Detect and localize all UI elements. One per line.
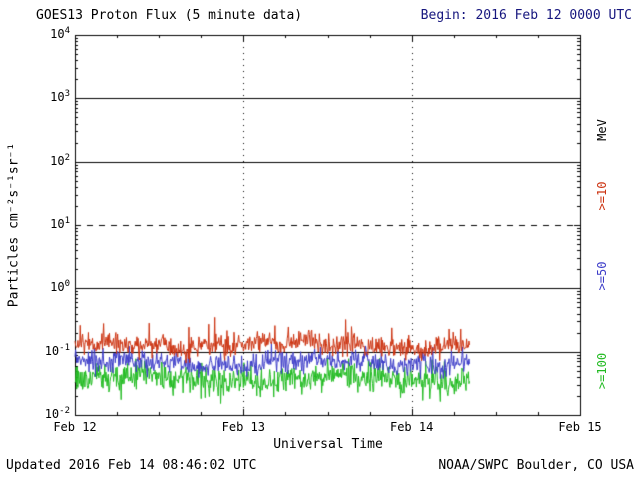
energy-label-100: >=100	[595, 352, 609, 390]
y-tick-label: 101	[50, 216, 70, 232]
y-tick-label: 102	[50, 152, 70, 168]
x-tick-label: Feb 12	[53, 420, 97, 434]
x-axis-label: Universal Time	[273, 437, 383, 452]
x-tick-label: Feb 13	[221, 420, 265, 434]
updated-timestamp: Updated 2016 Feb 14 08:46:02 UTC	[6, 458, 257, 473]
y-tick-label: 100	[50, 279, 70, 295]
y-tick-label: 104	[50, 26, 70, 42]
y-tick-label: 10-2	[44, 406, 70, 422]
chart-title: GOES13 Proton Flux (5 minute data)	[36, 8, 303, 23]
x-tick-label: Feb 14	[389, 420, 434, 434]
energy-label-10: >=10	[595, 181, 609, 211]
energy-label-MeV: MeV	[595, 119, 609, 141]
energy-label-50: >=50	[595, 261, 609, 291]
source-credit: NOAA/SWPC Boulder, CO USA	[438, 458, 634, 473]
x-tick-label: Feb 15	[558, 420, 602, 434]
begin-timestamp: Begin: 2016 Feb 12 0000 UTC	[420, 8, 632, 23]
y-tick-label: 103	[50, 89, 70, 105]
y-tick-label: 10-1	[44, 342, 70, 358]
